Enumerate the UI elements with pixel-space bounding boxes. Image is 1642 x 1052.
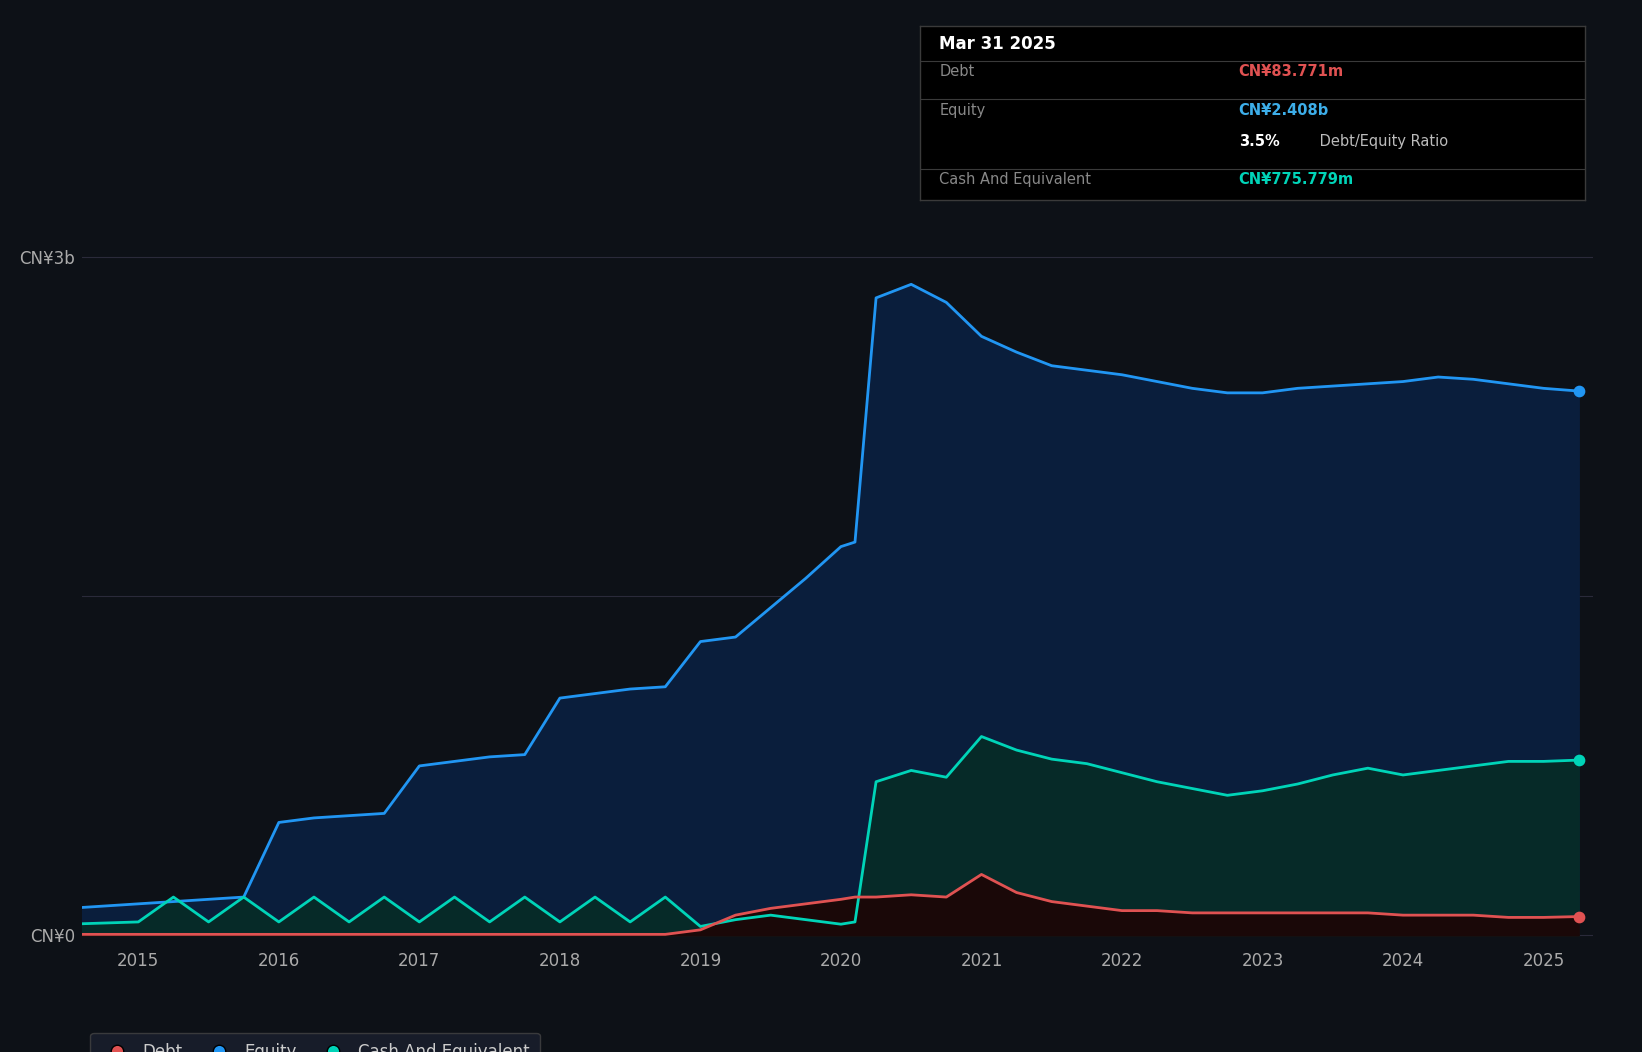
Text: Cash And Equivalent: Cash And Equivalent <box>939 173 1092 187</box>
Point <box>1565 908 1591 925</box>
Point <box>1565 752 1591 769</box>
Text: Debt: Debt <box>939 64 975 80</box>
Text: CN¥2.408b: CN¥2.408b <box>1238 103 1328 118</box>
Text: 3.5%: 3.5% <box>1238 134 1279 149</box>
Point <box>1565 383 1591 400</box>
Text: CN¥83.771m: CN¥83.771m <box>1238 64 1343 80</box>
Text: CN¥775.779m: CN¥775.779m <box>1238 173 1355 187</box>
Text: Equity: Equity <box>939 103 985 118</box>
Text: Debt/Equity Ratio: Debt/Equity Ratio <box>1315 134 1448 149</box>
Text: Mar 31 2025: Mar 31 2025 <box>939 35 1056 53</box>
Legend: Debt, Equity, Cash And Equivalent: Debt, Equity, Cash And Equivalent <box>90 1033 540 1052</box>
